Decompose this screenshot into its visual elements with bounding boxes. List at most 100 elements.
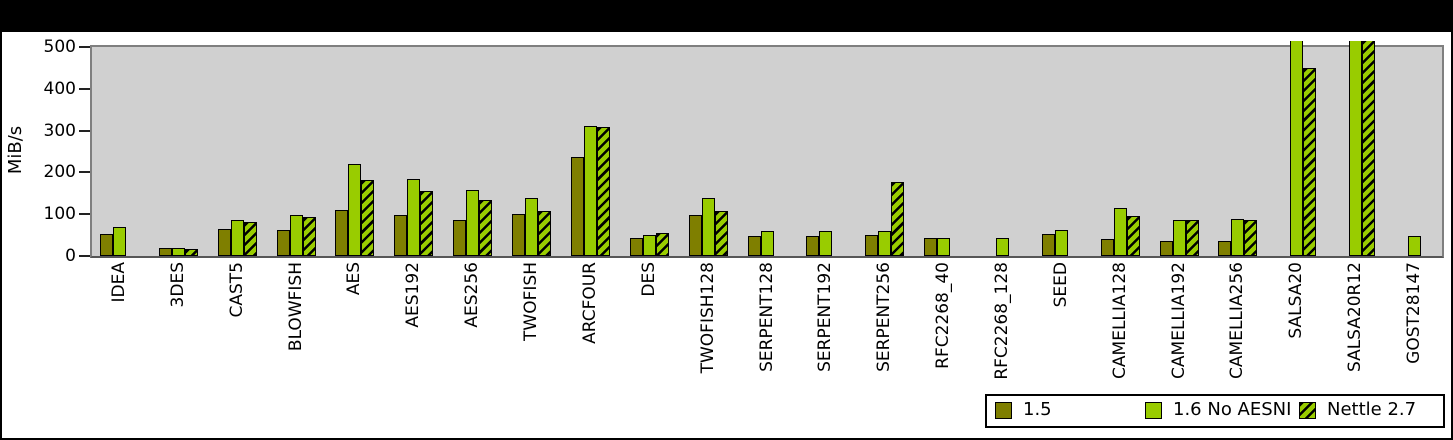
bar-1-6-no-aesni-twofish	[525, 197, 539, 256]
x-tick-label-aes192: AES192	[403, 262, 424, 328]
x-tick-label-rfc2268_128: RFC2268_128	[991, 262, 1012, 380]
x-tick-label-aes: AES	[344, 262, 365, 296]
bar-nettle-2-7-arcfour	[596, 127, 610, 256]
bar-nettle-2-7-twofish	[538, 210, 552, 256]
bar-1-6-no-aesni-des	[642, 234, 656, 256]
y-tick-mark-200	[79, 171, 90, 174]
x-tick-label-blowfish: BLOWFISH	[285, 262, 306, 352]
x-tick-label-des: DES	[638, 262, 659, 297]
bar-1-5-aes192	[394, 215, 408, 256]
bar-nettle-2-7-cast5	[243, 221, 257, 256]
bar-1-6-no-aesni-rfc2268_128	[995, 238, 1009, 256]
x-tick-label-salsa20r12: SALSA20R12	[1345, 262, 1366, 373]
bar-1-5-aes	[335, 209, 349, 256]
bar-1-6-no-aesni-idea	[112, 226, 126, 256]
y-tick-label-400: 400	[43, 78, 76, 99]
bar-1-6-no-aesni-serpent256	[878, 230, 892, 256]
plot-area	[90, 45, 1444, 258]
bar-1-5-des	[629, 238, 643, 256]
bar-1-6-no-aesni-aes256	[466, 189, 480, 256]
x-tick-label-serpent128: SERPENT128	[756, 262, 777, 372]
bar-1-5-arcfour	[570, 157, 584, 256]
bar-1-6-no-aesni-twofish128	[701, 197, 715, 256]
bar-1-6-no-aesni-gost28147	[1408, 236, 1422, 256]
y-tick-mark-500	[79, 46, 90, 48]
legend-swatch-1-6-no-aesni	[1145, 402, 1162, 419]
bar-nettle-2-7-aes	[361, 179, 375, 256]
bar-nettle-2-7-aes256	[479, 199, 493, 256]
bar-1-5-cast5	[217, 229, 231, 256]
bar-1-6-no-aesni-blowfish	[289, 215, 303, 256]
bar-nettle-2-7-camellia192	[1185, 220, 1199, 256]
bar-1-6-no-aesni-salsa20	[1290, 41, 1304, 256]
x-tick-label-arcfour: ARCFOUR	[579, 262, 600, 344]
bar-1-5-camellia192	[1159, 241, 1173, 256]
x-tick-label-cast5: CAST5	[226, 262, 247, 318]
legend-swatch-nettle-2-7	[1299, 402, 1316, 419]
bar-1-5-seed	[1041, 234, 1055, 256]
bar-1-6-no-aesni-aes192	[407, 179, 421, 256]
x-tick-label-camellia192: CAMELLIA192	[1168, 262, 1189, 379]
bar-1-6-no-aesni-rfc2268_40	[937, 238, 951, 256]
bar-nettle-2-7-blowfish	[302, 216, 316, 256]
bar-1-5-blowfish	[276, 229, 290, 256]
bar-nettle-2-7-3des	[184, 249, 198, 256]
bar-1-6-no-aesni-camellia128	[1113, 207, 1127, 256]
bar-1-5-serpent192	[806, 235, 820, 256]
bar-nettle-2-7-serpent256	[891, 182, 905, 256]
bar-1-6-no-aesni-serpent192	[819, 230, 833, 256]
bar-nettle-2-7-camellia128	[1126, 215, 1140, 256]
bar-1-6-no-aesni-aes	[348, 164, 362, 256]
x-tick-label-salsa20: SALSA20	[1286, 262, 1307, 339]
x-tick-label-aes256: AES256	[462, 262, 483, 328]
legend-label-1-5: 1.5	[1023, 399, 1052, 420]
y-tick-label-500: 500	[43, 37, 76, 57]
bar-1-5-3des	[158, 247, 172, 256]
x-tick-label-serpent192: SERPENT192	[815, 262, 836, 372]
y-tick-label-0: 0	[65, 246, 76, 266]
bar-1-6-no-aesni-arcfour	[583, 126, 597, 256]
y-tick-label-200: 200	[43, 162, 76, 183]
x-tick-label-gost28147: GOST28147	[1404, 262, 1425, 364]
bar-nettle-2-7-salsa20r12	[1362, 41, 1376, 256]
y-tick-label-100: 100	[43, 204, 76, 225]
x-tick-label-seed: SEED	[1050, 262, 1071, 308]
bar-1-5-camellia256	[1218, 240, 1232, 256]
x-tick-label-3des: 3DES	[167, 262, 188, 308]
bar-1-6-no-aesni-camellia192	[1172, 219, 1186, 256]
legend-label-1-6-no-aesni: 1.6 No AESNI	[1173, 399, 1292, 420]
legend-box: 1.5 1.6 No AESNI Nettle 2.7	[985, 394, 1445, 428]
bar-1-5-idea	[99, 233, 113, 256]
bar-nettle-2-7-camellia256	[1244, 220, 1258, 256]
bar-nettle-2-7-twofish128	[714, 210, 728, 256]
bar-1-6-no-aesni-salsa20r12	[1349, 41, 1363, 256]
bar-1-5-twofish	[512, 214, 526, 256]
legend-swatch-1-5	[995, 402, 1012, 419]
x-tick-label-camellia128: CAMELLIA128	[1109, 262, 1130, 379]
bar-1-5-serpent256	[865, 235, 879, 256]
x-tick-label-twofish128: TWOFISH128	[697, 262, 718, 374]
y-tick-label-300: 300	[43, 120, 76, 141]
bar-1-6-no-aesni-camellia256	[1231, 219, 1245, 256]
x-tick-label-idea: IDEA	[108, 262, 129, 303]
bar-nettle-2-7-salsa20	[1303, 67, 1317, 256]
bar-1-6-no-aesni-cast5	[230, 219, 244, 256]
bar-1-5-twofish128	[688, 214, 702, 256]
legend-label-nettle-2-7: Nettle 2.7	[1327, 399, 1417, 420]
bar-1-6-no-aesni-seed	[1054, 230, 1068, 256]
y-tick-mark-100	[79, 213, 90, 216]
y-tick-mark-0	[79, 255, 90, 257]
bar-1-6-no-aesni-serpent128	[760, 230, 774, 256]
x-tick-label-rfc2268_40: RFC2268_40	[933, 262, 954, 369]
y-tick-mark-400	[79, 87, 90, 90]
x-tick-label-serpent256: SERPENT256	[874, 262, 895, 372]
y-tick-mark-300	[79, 129, 90, 132]
x-tick-label-camellia256: CAMELLIA256	[1227, 262, 1248, 379]
bar-1-5-serpent128	[747, 235, 761, 256]
bar-nettle-2-7-des	[655, 232, 669, 256]
bar-1-5-camellia128	[1100, 239, 1114, 256]
bar-1-5-aes256	[453, 220, 467, 256]
y-axis-title: MiB/s	[5, 125, 26, 175]
x-tick-label-twofish: TWOFISH	[521, 262, 542, 341]
